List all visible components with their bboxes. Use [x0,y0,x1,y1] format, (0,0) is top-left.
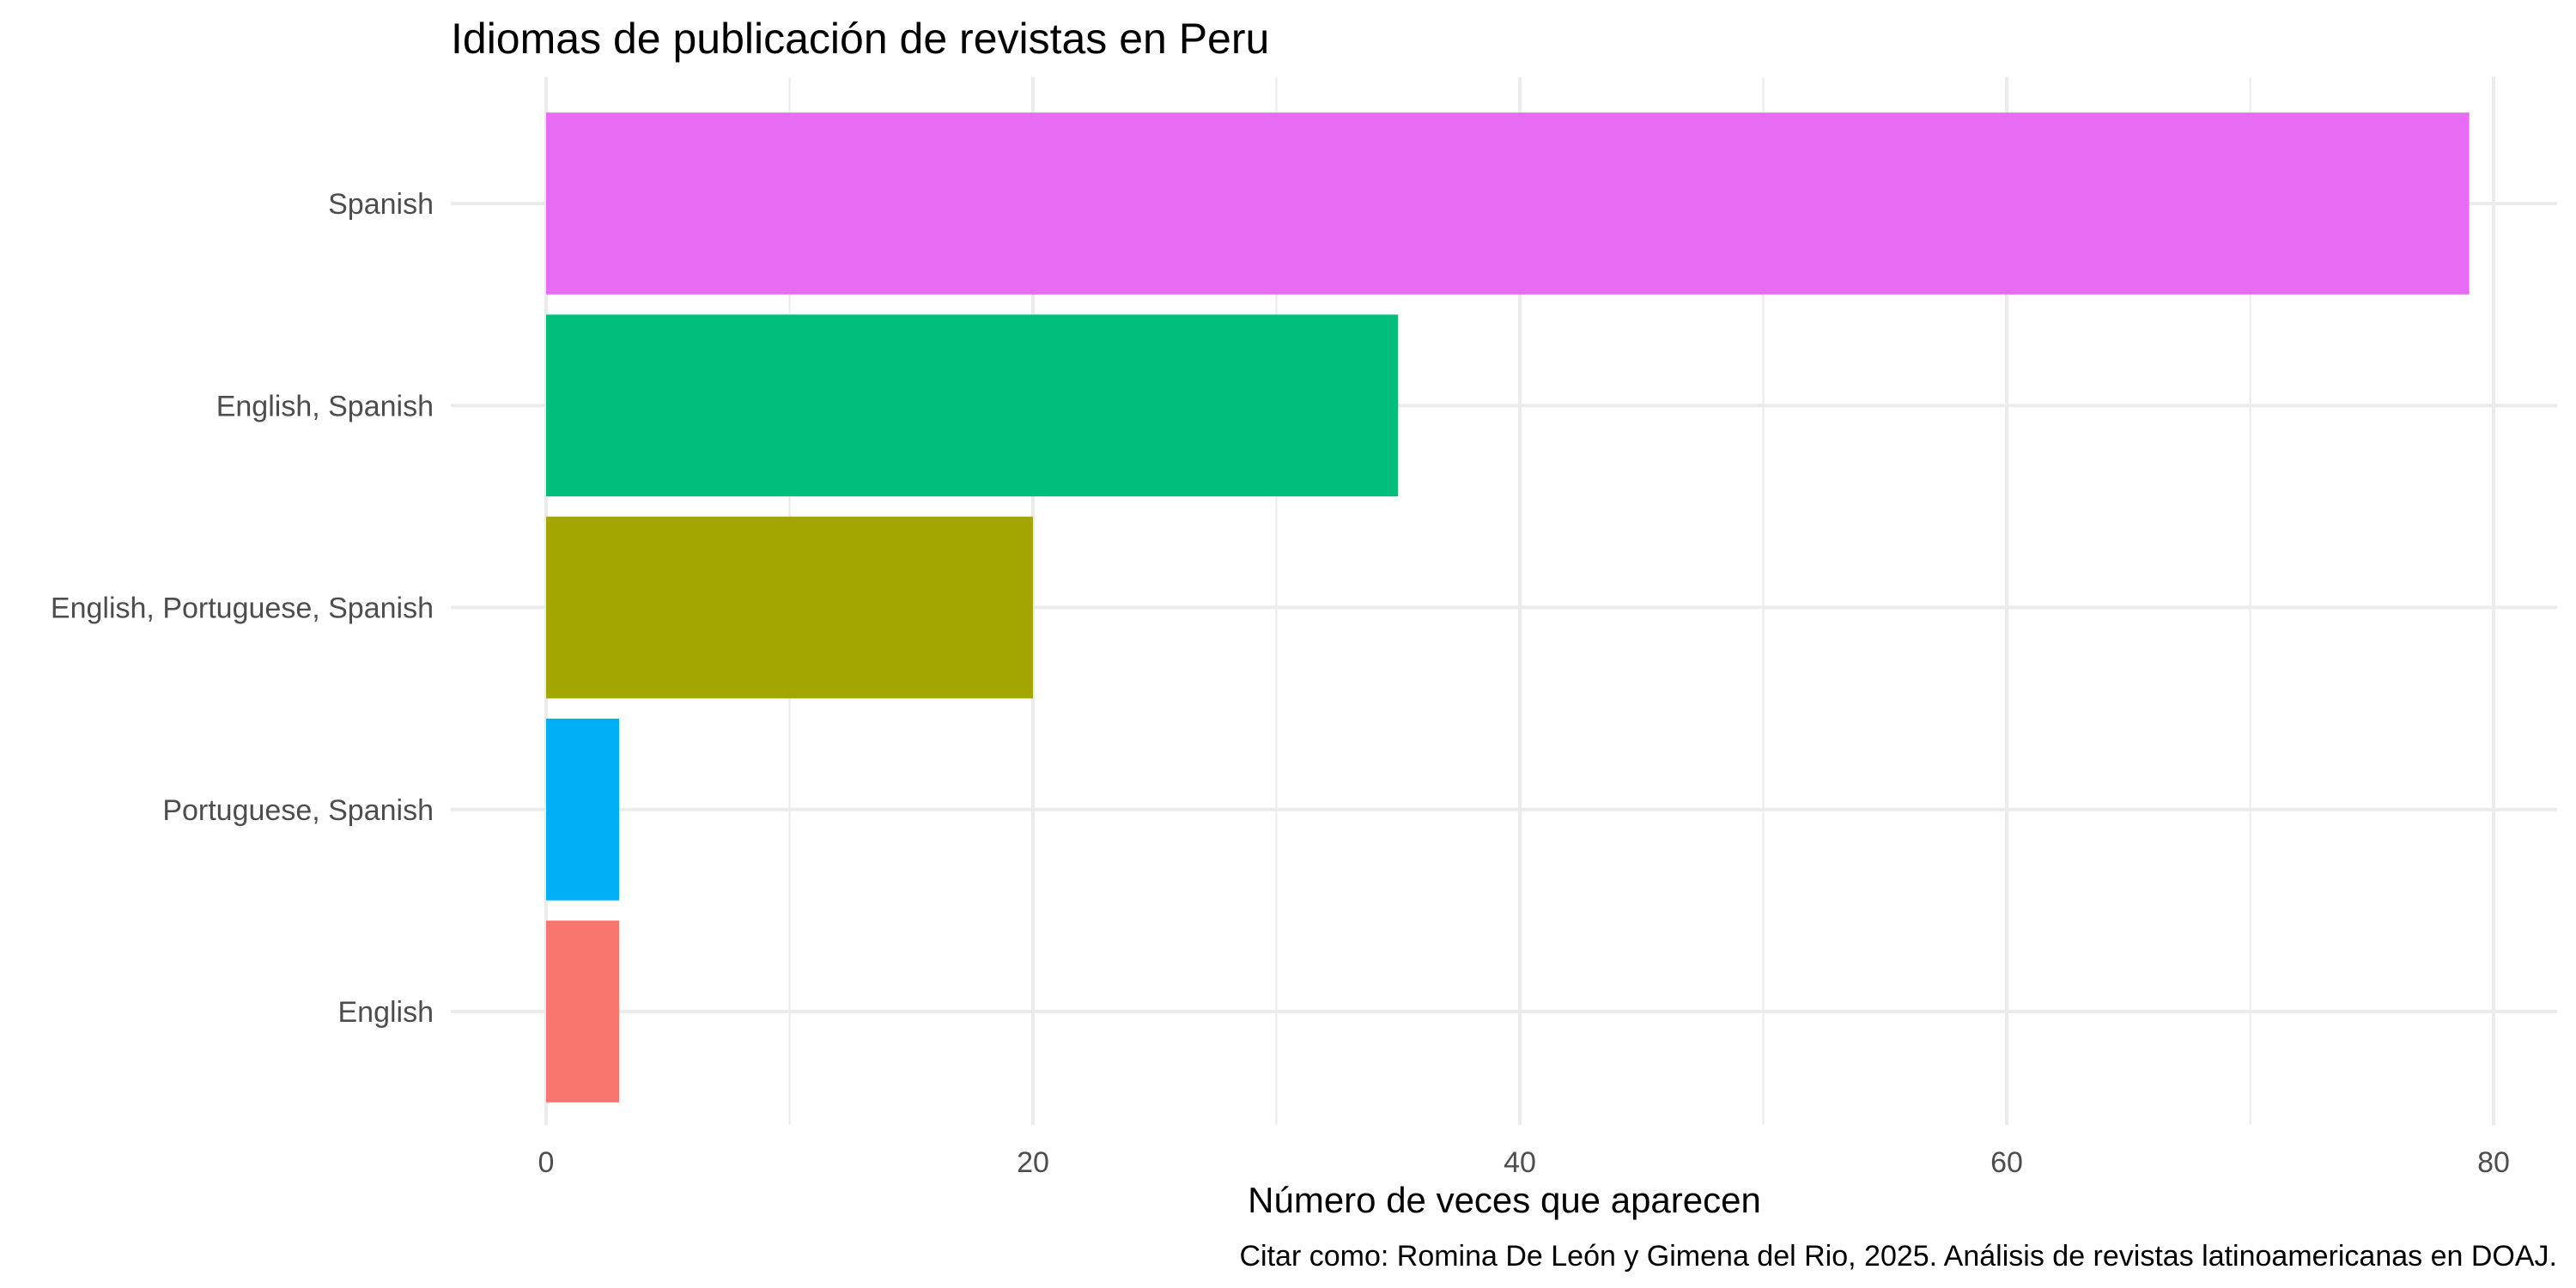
y-tick-label: English, Portuguese, Spanish [51,592,434,625]
bar [546,920,620,1103]
bar [546,718,620,901]
y-axis-ticks: English Portuguese, Spanish English, Portu… [51,188,434,1029]
bar [546,314,1399,497]
x-tick-label: 60 [1990,1146,2023,1179]
x-tick-label: 80 [2477,1146,2510,1179]
x-tick-label: 0 [538,1146,555,1179]
bar [546,112,2470,295]
x-axis-title: Número de veces que aparecen [1248,1180,1761,1220]
y-tick-label: Spanish [328,188,434,221]
x-tick-label: 40 [1504,1146,1536,1179]
chart-caption: Citar como: Romina De León y Gimena del … [1240,1240,2558,1273]
y-tick-label: English [337,996,434,1029]
x-axis-ticks: 0 20 40 60 80 [538,1146,2510,1179]
y-tick-label: Portuguese, Spanish [162,794,434,827]
chart-title: Idiomas de publicación de revistas en Pe… [451,15,1269,63]
x-tick-label: 20 [1017,1146,1049,1179]
y-tick-label: English, Spanish [216,390,434,422]
bar-layer [546,112,2470,1103]
bar [546,516,1033,699]
